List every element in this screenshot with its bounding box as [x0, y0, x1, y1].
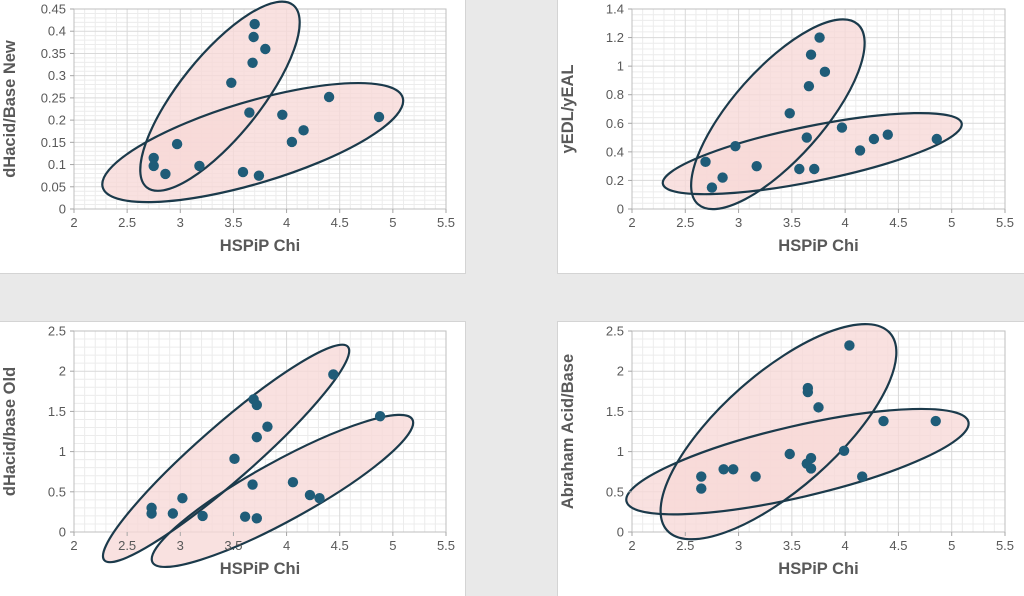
- svg-text:4.5: 4.5: [331, 538, 349, 553]
- svg-text:0.5: 0.5: [606, 484, 624, 499]
- svg-text:HSPiP Chi: HSPiP Chi: [778, 237, 858, 255]
- svg-text:3.5: 3.5: [783, 215, 801, 230]
- svg-text:5.5: 5.5: [437, 538, 455, 553]
- svg-text:2: 2: [628, 215, 635, 230]
- svg-text:0.4: 0.4: [606, 144, 624, 159]
- svg-text:3.5: 3.5: [783, 538, 801, 553]
- svg-text:0.4: 0.4: [48, 24, 66, 39]
- svg-text:0: 0: [617, 202, 624, 217]
- svg-text:3.5: 3.5: [224, 215, 242, 230]
- svg-text:0.05: 0.05: [41, 179, 66, 194]
- svg-text:2: 2: [617, 364, 624, 379]
- svg-text:4: 4: [842, 538, 849, 553]
- svg-text:HSPiP Chi: HSPiP Chi: [220, 237, 300, 255]
- svg-text:0.25: 0.25: [41, 90, 66, 105]
- svg-text:4: 4: [283, 215, 290, 230]
- svg-text:2.5: 2.5: [118, 538, 136, 553]
- svg-text:1.5: 1.5: [48, 404, 66, 419]
- svg-text:2: 2: [59, 364, 66, 379]
- svg-text:0.45: 0.45: [41, 2, 66, 17]
- svg-text:0.6: 0.6: [606, 116, 624, 131]
- svg-text:0.8: 0.8: [606, 87, 624, 102]
- svg-text:5: 5: [389, 215, 396, 230]
- svg-text:3: 3: [735, 538, 742, 553]
- svg-text:5.5: 5.5: [996, 538, 1014, 553]
- svg-text:0.5: 0.5: [48, 484, 66, 499]
- svg-text:3: 3: [177, 538, 184, 553]
- svg-text:Abraham Acid/Base: Abraham Acid/Base: [559, 354, 577, 509]
- svg-text:3: 3: [177, 215, 184, 230]
- svg-text:HSPiP Chi: HSPiP Chi: [220, 560, 300, 578]
- svg-text:2: 2: [70, 538, 77, 553]
- svg-text:0.15: 0.15: [41, 135, 66, 150]
- svg-text:1: 1: [59, 444, 66, 459]
- svg-text:1: 1: [617, 444, 624, 459]
- svg-text:1: 1: [617, 59, 624, 74]
- svg-text:3: 3: [735, 215, 742, 230]
- svg-text:2: 2: [70, 215, 77, 230]
- svg-text:0: 0: [59, 525, 66, 540]
- svg-text:0.3: 0.3: [48, 68, 66, 83]
- svg-text:4: 4: [842, 215, 849, 230]
- svg-text:5: 5: [948, 538, 955, 553]
- svg-text:0.35: 0.35: [41, 46, 66, 61]
- svg-text:5.5: 5.5: [996, 215, 1014, 230]
- svg-text:0: 0: [59, 202, 66, 217]
- svg-text:0.2: 0.2: [48, 113, 66, 128]
- svg-text:4.5: 4.5: [889, 538, 907, 553]
- svg-text:2: 2: [628, 538, 635, 553]
- svg-text:2.5: 2.5: [676, 215, 694, 230]
- svg-text:0.2: 0.2: [606, 173, 624, 188]
- svg-text:5: 5: [948, 215, 955, 230]
- svg-text:5: 5: [389, 538, 396, 553]
- svg-text:2.5: 2.5: [118, 215, 136, 230]
- svg-text:4.5: 4.5: [889, 215, 907, 230]
- svg-text:2.5: 2.5: [606, 324, 624, 339]
- svg-text:1.2: 1.2: [606, 30, 624, 45]
- svg-text:0: 0: [617, 525, 624, 540]
- svg-text:yEDL/yEAL: yEDL/yEAL: [559, 65, 577, 154]
- svg-text:4.5: 4.5: [331, 215, 349, 230]
- svg-text:3.5: 3.5: [224, 538, 242, 553]
- svg-text:dHacid/base Old: dHacid/base Old: [1, 367, 19, 496]
- svg-text:5.5: 5.5: [437, 215, 455, 230]
- svg-text:1.5: 1.5: [606, 404, 624, 419]
- svg-text:0.1: 0.1: [48, 157, 66, 172]
- svg-text:dHacid/Base New: dHacid/Base New: [1, 40, 19, 178]
- svg-text:2.5: 2.5: [48, 324, 66, 339]
- svg-text:HSPiP Chi: HSPiP Chi: [778, 560, 858, 578]
- svg-text:2.5: 2.5: [676, 538, 694, 553]
- svg-text:4: 4: [283, 538, 290, 553]
- svg-text:1.4: 1.4: [606, 2, 624, 17]
